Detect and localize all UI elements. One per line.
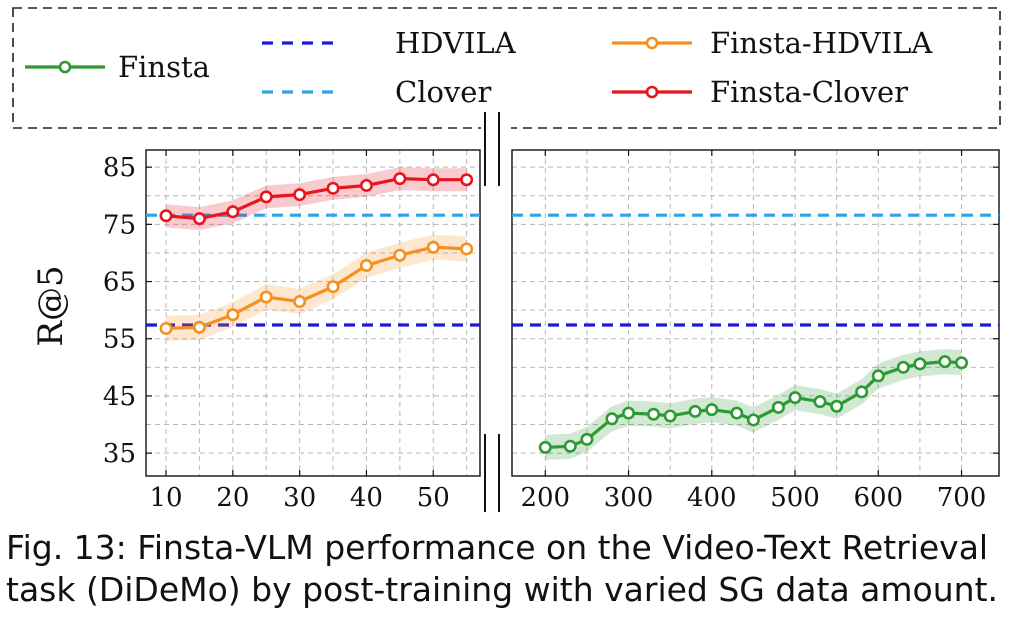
data-point-finsta	[830, 399, 844, 413]
legend-label-finsta-hdvila: Finsta-HDVILA	[710, 26, 933, 60]
data-point-finsta-clover	[192, 212, 206, 226]
x-tick-label: 600	[853, 483, 903, 513]
data-point-finsta	[688, 404, 702, 418]
x-tick-label: 50	[417, 483, 450, 513]
data-point-finsta-clover	[259, 190, 273, 204]
data-point-finsta-hdvila	[326, 280, 340, 294]
data-point-finsta	[913, 357, 927, 371]
data-point-finsta	[622, 406, 636, 420]
data-point-finsta-hdvila	[293, 295, 307, 309]
data-point-finsta-hdvila	[393, 248, 407, 262]
data-point-finsta-hdvila	[226, 308, 240, 322]
left-panel: 10 20 30 40 50 35 45 55 65 75 85	[103, 149, 481, 513]
data-point-finsta-hdvila	[460, 242, 474, 256]
axis-break	[481, 110, 511, 515]
plot-frame	[145, 149, 481, 477]
data-point-finsta	[955, 356, 969, 370]
data-point-finsta	[538, 440, 552, 454]
data-point-finsta	[605, 412, 619, 426]
data-point-finsta	[580, 432, 594, 446]
x-tick-label: 40	[350, 483, 383, 513]
data-point-finsta-hdvila	[159, 321, 173, 335]
legend-label-finsta: Finsta	[118, 50, 210, 84]
x-tick-label: 400	[687, 483, 737, 513]
data-point-finsta	[730, 406, 744, 420]
data-point-finsta-clover	[226, 205, 240, 219]
data-point-finsta	[563, 439, 577, 453]
data-point-finsta-hdvila	[359, 259, 373, 273]
x-tick-label: 200	[520, 483, 570, 513]
legend-label-clover: Clover	[395, 75, 491, 109]
y-axis-label: R@5	[31, 265, 71, 346]
y-tick-label: 65	[103, 268, 136, 298]
figure-caption: Fig. 13: Finsta-VLM performance on the V…	[6, 528, 998, 609]
chart: Finsta HDVILA Clover Finsta-HDVILA Finsta-Cl…	[12, 7, 1001, 515]
legend-marker-finsta	[58, 60, 72, 74]
data-point-finsta	[746, 413, 760, 427]
y-tick-label: 55	[103, 325, 136, 355]
x-tick-label: 700	[937, 483, 987, 513]
data-point-finsta	[938, 355, 952, 369]
data-point-finsta	[813, 395, 827, 409]
data-point-finsta-hdvila	[426, 240, 440, 254]
series-band-finsta-hdvila	[166, 234, 467, 341]
legend-box	[12, 7, 1001, 129]
data-point-finsta-clover	[460, 173, 474, 187]
data-point-finsta	[647, 407, 661, 421]
legend: Finsta HDVILA Clover Finsta-HDVILA Finsta-Cl…	[25, 26, 933, 109]
legend-marker-finsta-hdvila	[645, 36, 659, 50]
data-point-finsta-clover	[293, 188, 307, 202]
data-point-finsta	[705, 403, 719, 417]
plot-frame	[511, 149, 1000, 477]
data-point-finsta-clover	[359, 178, 373, 192]
right-panel: 200 300 400 500 600 700	[511, 149, 1000, 513]
y-tick-label: 75	[103, 210, 136, 240]
legend-label-hdvila: HDVILA	[395, 26, 517, 60]
x-tick-label: 30	[283, 483, 316, 513]
x-tick-label: 20	[216, 483, 249, 513]
data-point-finsta-hdvila	[192, 320, 206, 334]
legend-marker-finsta-clover	[645, 85, 659, 99]
data-point-finsta-clover	[326, 181, 340, 195]
data-point-finsta	[855, 385, 869, 399]
x-tick-label: 500	[770, 483, 820, 513]
data-point-finsta-clover	[393, 172, 407, 186]
data-point-finsta	[871, 369, 885, 383]
legend-label-finsta-clover: Finsta-Clover	[710, 75, 908, 109]
x-tick-label: 300	[604, 483, 654, 513]
series-line-finsta-clover	[165, 177, 467, 221]
x-tick-label: 10	[149, 483, 182, 513]
data-point-finsta-clover	[159, 209, 173, 223]
data-point-finsta	[771, 400, 785, 414]
data-point-finsta-clover	[426, 173, 440, 187]
data-point-finsta	[896, 360, 910, 374]
y-tick-label: 85	[103, 153, 136, 183]
series-line-finsta-hdvila	[165, 245, 467, 330]
data-point-finsta	[788, 391, 802, 405]
data-point-finsta	[663, 409, 677, 423]
series-band-finsta-clover	[166, 167, 467, 231]
data-point-finsta-hdvila	[259, 290, 273, 304]
y-tick-label: 45	[103, 382, 136, 412]
y-tick-label: 35	[103, 439, 136, 469]
